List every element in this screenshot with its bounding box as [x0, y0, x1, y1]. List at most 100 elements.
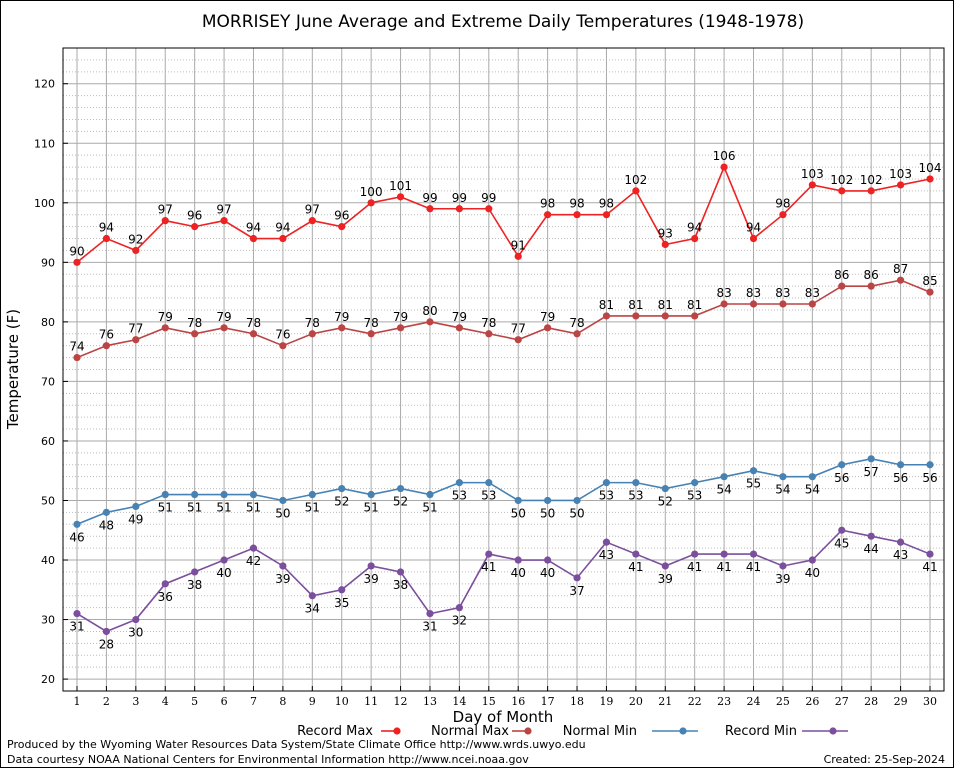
data-point: [191, 330, 199, 338]
data-label: 41: [687, 560, 702, 574]
data-point: [691, 234, 699, 243]
data-point: [838, 187, 846, 195]
series-record-min: 31 28 30 36 38 40 42 39 34 35 39 38 31 32 41 40 40 37 43 41…: [69, 526, 938, 651]
x-tick-label: 1: [74, 695, 81, 708]
x-tick-label: 4: [162, 695, 169, 708]
data-label: 78: [569, 316, 584, 330]
x-tick-label: 16: [511, 695, 525, 708]
data-point: [279, 342, 287, 350]
data-point: [602, 211, 611, 219]
data-label: 74: [69, 340, 84, 354]
data-point: [632, 479, 640, 487]
data-label: 52: [658, 495, 673, 509]
data-point: [73, 610, 81, 618]
data-label: 51: [363, 501, 378, 515]
data-point: [749, 550, 758, 558]
x-tick-label: 9: [309, 695, 316, 708]
data-label: 34: [305, 602, 320, 616]
data-label: 102: [830, 173, 853, 187]
data-point: [426, 318, 434, 326]
data-point: [191, 490, 199, 499]
data-point: [102, 627, 111, 636]
x-tick-label: 2: [103, 695, 110, 708]
data-label: 101: [389, 179, 412, 193]
data-label: 52: [334, 495, 349, 509]
data-point: [220, 556, 228, 564]
data-point: [661, 484, 669, 493]
data-point: [808, 473, 816, 481]
data-label: 51: [246, 501, 261, 515]
data-point: [279, 562, 287, 570]
data-label: 91: [511, 238, 526, 252]
data-label: 57: [864, 465, 879, 479]
data-point: [367, 562, 375, 570]
data-point: [779, 211, 787, 219]
data-point: [161, 490, 169, 499]
y-tick-label: 110: [34, 137, 55, 150]
data-point: [102, 508, 111, 516]
data-label: 46: [69, 530, 84, 544]
x-tick-label: 22: [688, 695, 702, 708]
y-tick-label: 120: [34, 78, 55, 91]
x-tick-label: 18: [570, 695, 584, 708]
x-tick-label: 14: [452, 695, 466, 708]
data-point: [808, 181, 816, 189]
data-label: 98: [599, 197, 614, 211]
data-point: [808, 556, 816, 564]
data-label: 39: [275, 572, 290, 586]
x-tick-label: 11: [364, 695, 378, 708]
data-label: 39: [658, 572, 673, 586]
legend-label: Record Min: [725, 724, 797, 739]
y-axis-label: Temperature (F): [4, 309, 22, 430]
data-label: 90: [69, 244, 84, 258]
data-point: [161, 217, 169, 225]
data-point: [896, 276, 905, 284]
data-label: 102: [860, 173, 883, 187]
x-tick-label: 25: [776, 695, 790, 708]
data-point: [455, 205, 463, 213]
data-point: [455, 604, 463, 612]
plot-area: [62, 47, 945, 692]
data-label: 30: [128, 626, 143, 640]
data-point: [308, 490, 316, 499]
data-point: [720, 163, 728, 171]
data-point: [632, 312, 640, 320]
data-point: [220, 324, 228, 332]
y-tick-label: 40: [41, 554, 55, 567]
series-record-max: 90 94 92 97 96 97 94 94 97 96 100 101 99 99 99 91 98 98 98…: [69, 149, 941, 266]
data-label: 41: [481, 560, 496, 574]
y-tick-label: 50: [41, 494, 55, 507]
data-label: 54: [805, 483, 820, 497]
data-label: 44: [864, 542, 879, 556]
data-point: [514, 252, 522, 260]
data-label: 41: [716, 560, 731, 574]
data-label: 97: [216, 203, 231, 217]
data-label: 86: [834, 268, 849, 282]
data-point: [161, 324, 169, 332]
data-point: [896, 181, 905, 189]
data-point: [338, 324, 346, 332]
data-label: 37: [569, 584, 584, 598]
data-label: 92: [128, 232, 143, 246]
data-point: [367, 490, 375, 499]
x-tick-label: 30: [923, 695, 937, 708]
data-point: [485, 205, 493, 213]
data-point: [426, 490, 434, 499]
data-point: [838, 526, 846, 534]
legend-item: Normal Max: [431, 724, 532, 739]
x-tick-label: 12: [394, 695, 408, 708]
data-point: [249, 330, 258, 338]
data-label: 83: [746, 286, 761, 300]
data-label: 56: [893, 471, 908, 485]
data-label: 31: [69, 620, 84, 634]
data-label: 104: [919, 161, 942, 175]
data-label: 40: [540, 566, 555, 580]
data-label: 41: [746, 560, 761, 574]
data-point: [749, 467, 758, 475]
data-label: 41: [922, 560, 937, 574]
grid: [63, 47, 944, 692]
data-label: 78: [363, 316, 378, 330]
data-point: [896, 538, 905, 546]
data-label: 28: [99, 637, 114, 651]
data-point: [544, 556, 552, 564]
